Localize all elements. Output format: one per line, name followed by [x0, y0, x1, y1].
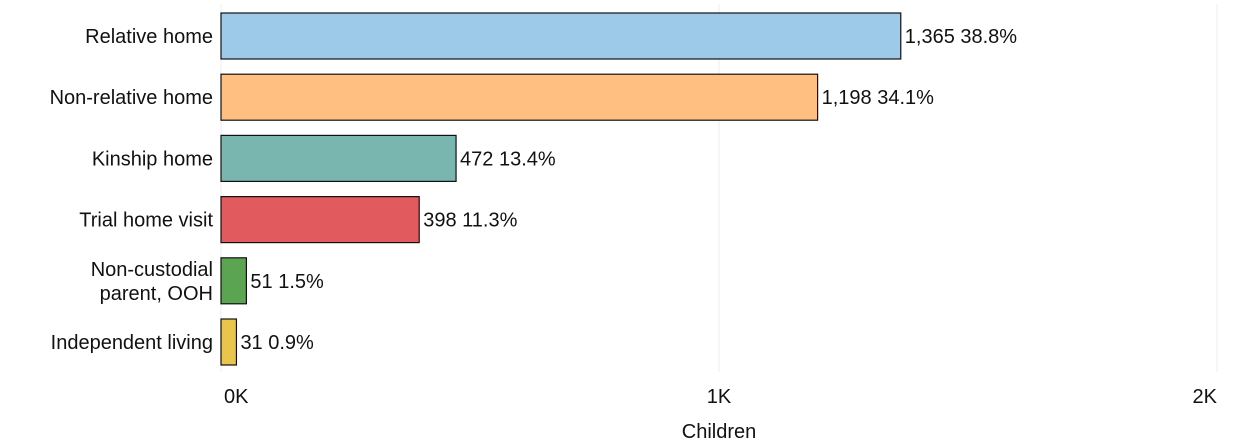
- bar: [220, 134, 457, 182]
- value-label: 1,365 38.8%: [905, 26, 1018, 48]
- category-label-line: Non-relative home: [50, 87, 213, 109]
- category-labels: Relative home Non-relative home Kinship ho…: [50, 26, 214, 354]
- bar: [220, 196, 420, 244]
- gridlines: [220, 4, 1218, 372]
- bar: [220, 73, 819, 121]
- x-tick-label: 1K: [707, 386, 732, 408]
- category-label-line: parent, OOH: [100, 283, 213, 305]
- category-label: Independent living: [51, 332, 213, 354]
- category-label: Non-relative home: [50, 87, 213, 109]
- x-tick-label: 0K: [224, 386, 249, 408]
- value-label: 472 13.4%: [460, 148, 556, 170]
- bar: [220, 318, 238, 366]
- bars: [220, 12, 902, 366]
- value-label: 31 0.9%: [240, 332, 314, 354]
- category-label: Relative home: [85, 26, 213, 48]
- category-label: Non-custodial parent, OOH: [91, 259, 213, 305]
- category-label-line: Non-custodial: [91, 259, 213, 281]
- category-label-line: Independent living: [51, 332, 213, 354]
- x-tick-label: 2K: [1193, 386, 1218, 408]
- bar: [220, 12, 902, 60]
- value-label: 398 11.3%: [423, 210, 517, 232]
- value-label: 1,198 34.1%: [822, 87, 935, 109]
- category-label: Trial home visit: [79, 210, 213, 232]
- x-axis-title: Children: [682, 421, 756, 443]
- value-labels: 1,365 38.8% 1,198 34.1% 472 13.4% 398 11.3%…: [240, 26, 1017, 354]
- category-label: Kinship home: [92, 148, 213, 170]
- category-label-line: Relative home: [85, 26, 213, 48]
- x-axis-ticks: 0K 1K 2K: [224, 386, 1218, 408]
- bar: [220, 257, 247, 305]
- category-label-line: Kinship home: [92, 148, 213, 170]
- category-label-line: Trial home visit: [79, 210, 213, 232]
- value-label: 51 1.5%: [250, 271, 324, 293]
